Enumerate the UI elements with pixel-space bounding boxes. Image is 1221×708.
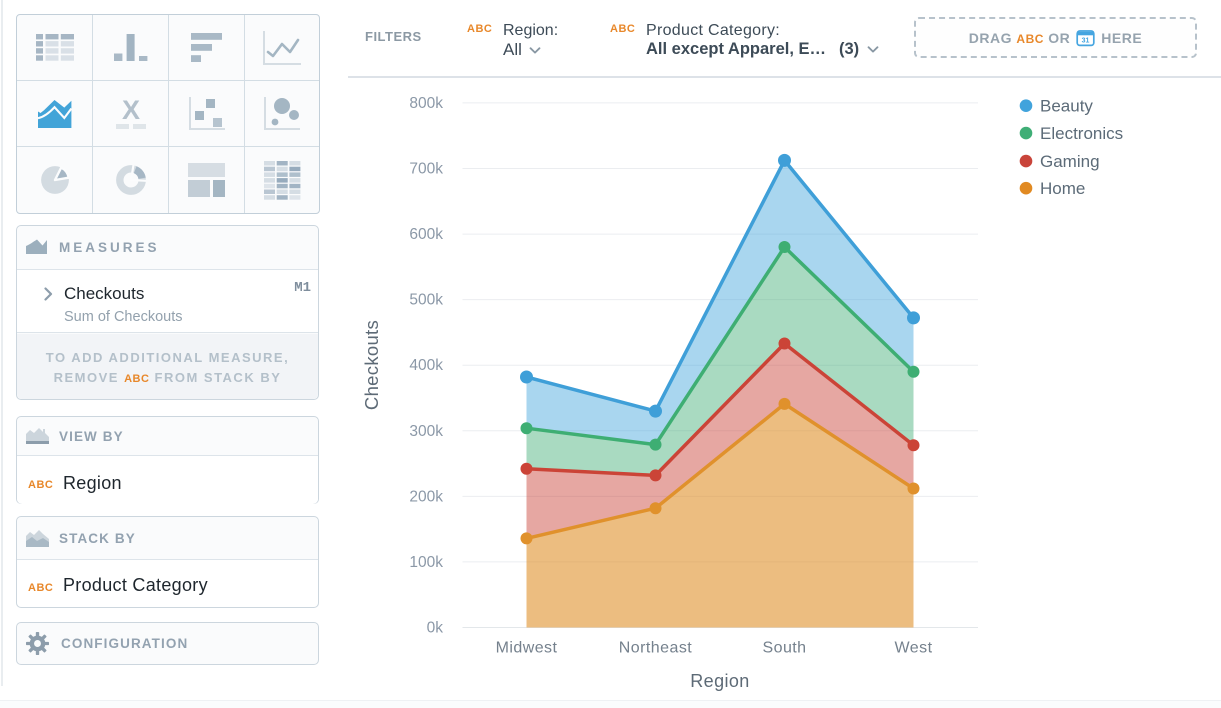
svg-text:Home: Home [1040,179,1085,198]
svg-text:South: South [762,640,806,657]
svg-text:West: West [895,640,933,657]
svg-text:200k: 200k [409,488,443,505]
svg-text:Gaming: Gaming [1040,152,1100,171]
svg-text:400k: 400k [409,357,443,374]
svg-text:X: X [121,97,139,125]
svg-text:31: 31 [1082,37,1090,44]
svg-text:Beauty: Beauty [1040,97,1093,116]
svg-text:800k: 800k [409,95,443,112]
svg-text:Electronics: Electronics [1040,124,1123,143]
svg-text:0k: 0k [427,620,444,637]
svg-text:Midwest: Midwest [496,640,558,657]
svg-text:500k: 500k [409,292,443,309]
svg-text:Region: Region [690,671,749,691]
svg-text:Checkouts: Checkouts [361,320,382,410]
svg-text:100k: 100k [409,554,443,571]
svg-text:300k: 300k [409,423,443,440]
svg-text:Northeast: Northeast [619,640,693,657]
svg-text:700k: 700k [409,161,443,178]
svg-text:600k: 600k [409,226,443,243]
